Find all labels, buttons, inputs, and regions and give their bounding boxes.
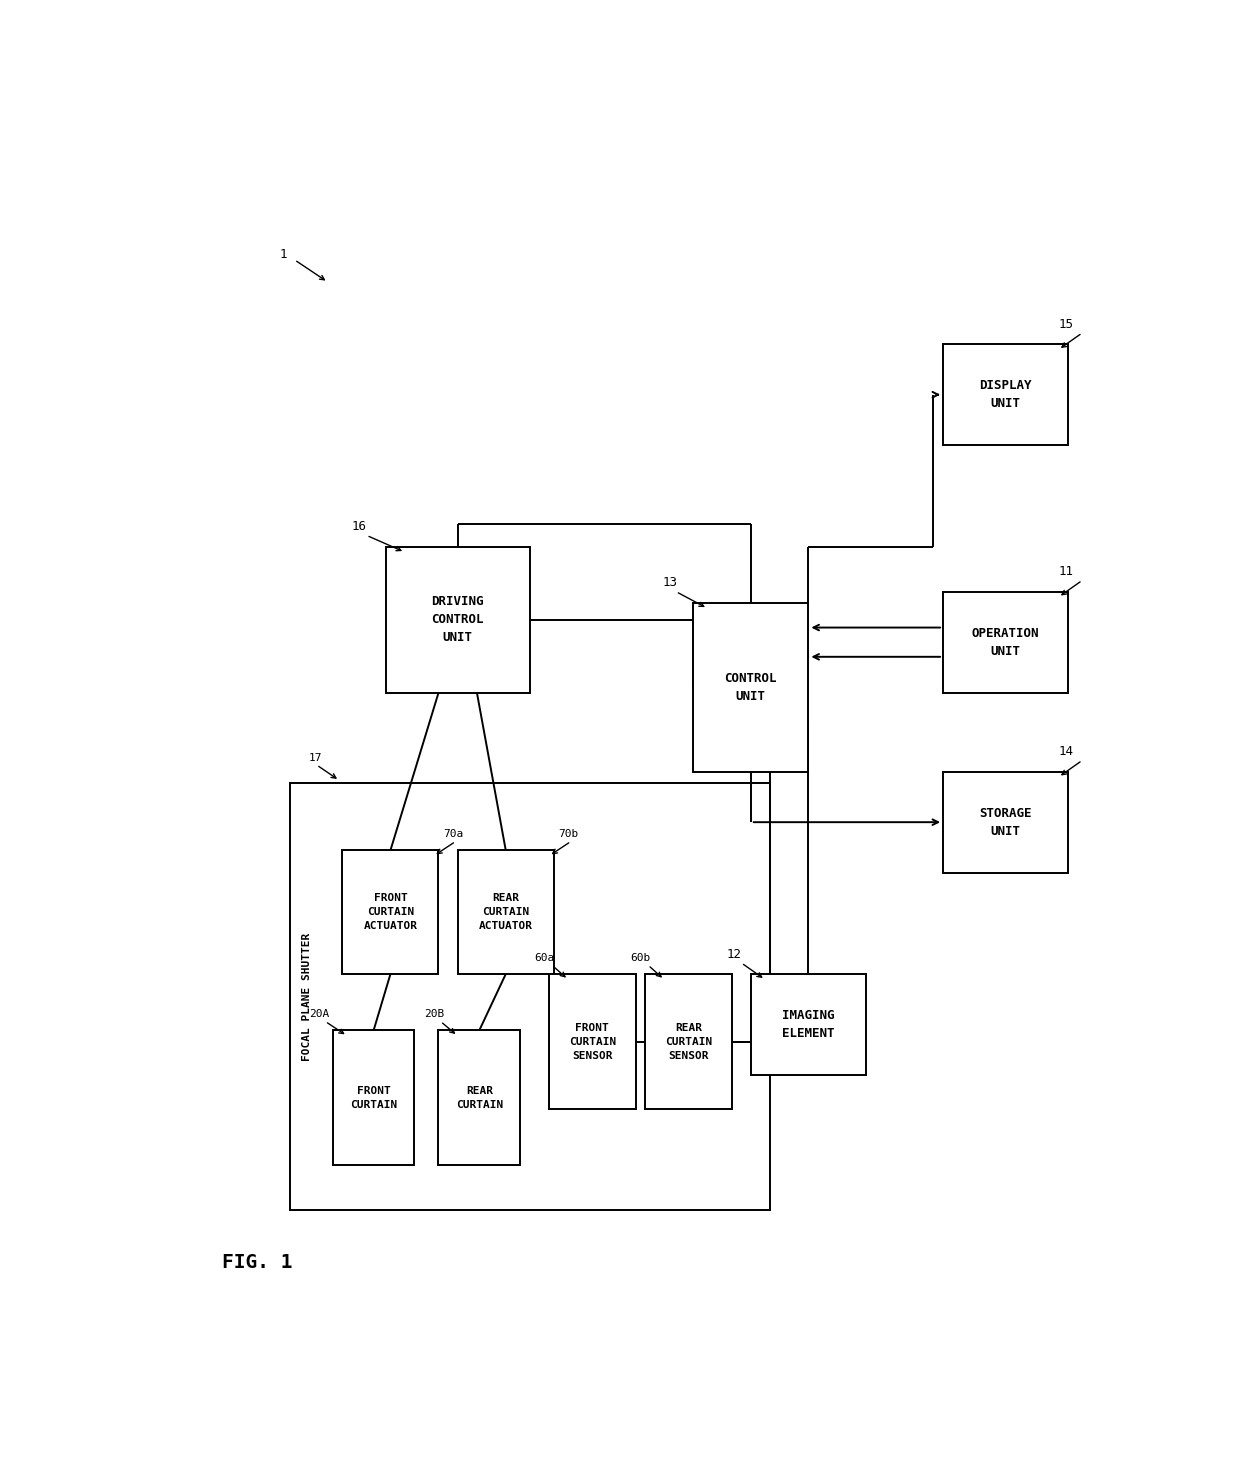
- Text: 20B: 20B: [424, 1010, 444, 1020]
- Bar: [693, 603, 808, 771]
- Text: STORAGE
UNIT: STORAGE UNIT: [980, 806, 1032, 837]
- Bar: [332, 1030, 414, 1166]
- Bar: [458, 850, 554, 974]
- Text: 1: 1: [280, 247, 288, 260]
- Text: 17: 17: [309, 752, 322, 763]
- Text: OPERATION
UNIT: OPERATION UNIT: [972, 627, 1039, 657]
- Text: DISPLAY
UNIT: DISPLAY UNIT: [980, 380, 1032, 411]
- Text: FOCAL PLANE SHUTTER: FOCAL PLANE SHUTTER: [303, 932, 312, 1061]
- Text: 20A: 20A: [309, 1010, 329, 1020]
- Text: 60a: 60a: [534, 953, 554, 963]
- Bar: [290, 783, 770, 1210]
- Text: FRONT
CURTAIN: FRONT CURTAIN: [350, 1086, 397, 1110]
- Bar: [549, 974, 635, 1109]
- Text: 70b: 70b: [559, 828, 579, 839]
- Text: REAR
CURTAIN
ACTUATOR: REAR CURTAIN ACTUATOR: [479, 893, 533, 931]
- Text: REAR
CURTAIN
SENSOR: REAR CURTAIN SENSOR: [665, 1023, 712, 1061]
- Bar: [751, 974, 867, 1075]
- Text: 15: 15: [1058, 317, 1074, 330]
- Text: 11: 11: [1058, 565, 1074, 579]
- Text: FIG. 1: FIG. 1: [222, 1254, 293, 1273]
- Text: 70a: 70a: [444, 828, 464, 839]
- Text: 16: 16: [352, 520, 367, 533]
- Text: FRONT
CURTAIN
ACTUATOR: FRONT CURTAIN ACTUATOR: [363, 893, 418, 931]
- Text: DRIVING
CONTROL
UNIT: DRIVING CONTROL UNIT: [432, 595, 484, 644]
- Text: IMAGING
ELEMENT: IMAGING ELEMENT: [782, 1010, 835, 1040]
- Bar: [645, 974, 732, 1109]
- Bar: [386, 546, 529, 693]
- Bar: [942, 771, 1068, 872]
- Bar: [439, 1030, 521, 1166]
- Text: 12: 12: [727, 948, 742, 960]
- Text: 13: 13: [662, 576, 677, 589]
- Text: 60b: 60b: [631, 953, 651, 963]
- Text: FRONT
CURTAIN
SENSOR: FRONT CURTAIN SENSOR: [569, 1023, 616, 1061]
- Text: REAR
CURTAIN: REAR CURTAIN: [456, 1086, 503, 1110]
- Text: CONTROL
UNIT: CONTROL UNIT: [724, 672, 777, 703]
- Bar: [942, 343, 1068, 446]
- Bar: [942, 592, 1068, 693]
- Bar: [342, 850, 439, 974]
- Text: 14: 14: [1058, 745, 1074, 758]
